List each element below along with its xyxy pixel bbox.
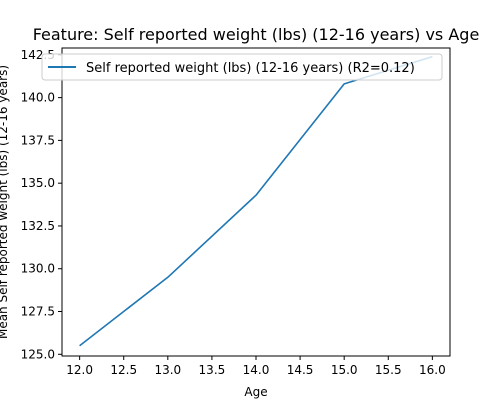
x-tick-label: 14.5 (287, 363, 314, 377)
chart-title: Feature: Self reported weight (lbs) (12-… (33, 25, 480, 44)
y-tick-label: 127.5 (21, 305, 55, 319)
y-tick-label: 132.5 (21, 219, 55, 233)
series-layer (79, 55, 433, 347)
y-tick-label: 137.5 (21, 133, 55, 147)
x-tick-label: 12.0 (66, 363, 93, 377)
x-tick-label: 15.0 (331, 363, 358, 377)
series-line (79, 55, 433, 347)
x-axis: 12.0 12.5 13.0 13.5 14.0 14.5 15.0 15.5 16.0 (66, 356, 446, 377)
y-tick-label: 135.0 (21, 176, 55, 190)
legend-box (41, 53, 443, 81)
x-tick-label: 12.5 (110, 363, 137, 377)
legend: Self reported weight (lbs) (12-16 years)… (41, 53, 443, 81)
x-tick-label: 15.5 (375, 363, 402, 377)
x-tick-label: 16.0 (419, 363, 446, 377)
y-tick-label: 130.0 (21, 262, 55, 276)
x-axis-label: Age (244, 385, 267, 399)
y-tick-label: 140.0 (21, 91, 55, 105)
y-tick-label: 125.0 (21, 347, 55, 361)
x-tick-label: 13.0 (154, 363, 181, 377)
plot-frame (61, 47, 451, 357)
x-tick-label: 13.5 (199, 363, 226, 377)
y-axis-label: Mean Self reported weight (lbs) (12-16 y… (0, 65, 10, 339)
x-tick-label: 14.0 (243, 363, 270, 377)
legend-label: Self reported weight (lbs) (12-16 years)… (86, 61, 415, 76)
